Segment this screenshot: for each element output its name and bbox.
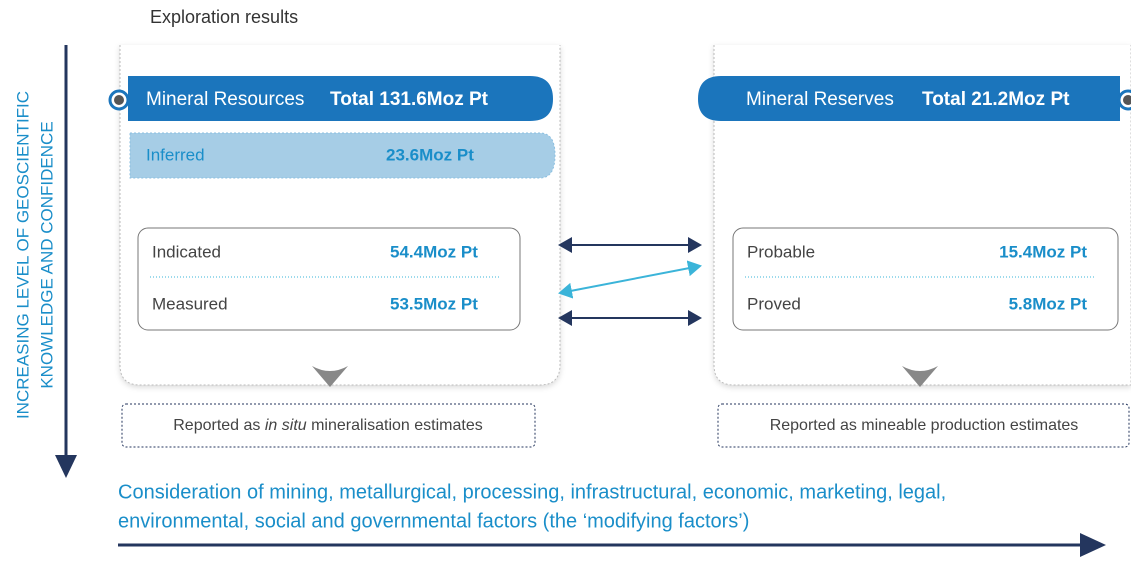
row-label: Proved: [747, 294, 801, 313]
link-arrow: [558, 260, 702, 299]
header-total: Total 21.2Moz Pt: [922, 89, 1070, 110]
row-value: 15.4Moz Pt: [999, 242, 1087, 261]
header-bar: [698, 76, 1120, 121]
header-label: Mineral Reserves: [746, 89, 894, 110]
arrow-head: [55, 455, 77, 478]
row-label: Probable: [747, 242, 815, 261]
row-value: 5.8Moz Pt: [1009, 294, 1088, 313]
section-title: Exploration results: [150, 7, 298, 27]
label-line: INCREASING LEVEL OF GEOSCIENTIFIC: [13, 91, 32, 419]
row-label: Measured: [152, 294, 228, 313]
arrow-head: [1080, 533, 1106, 557]
factors-line: Consideration of mining, metallurgical, …: [118, 481, 946, 503]
header-label: Mineral Resources: [146, 89, 304, 110]
down-arrow: [902, 366, 938, 387]
footer-text: Reported as in situ mineralisation estim…: [173, 417, 482, 434]
down-arrow: [312, 366, 348, 387]
footer-box: [717, 403, 1130, 448]
text-part: mineralisation estimates: [307, 417, 483, 434]
label-line: KNOWLEDGE AND CONFIDENCE: [37, 121, 56, 388]
factors-line: environmental, social and governmental f…: [118, 510, 749, 532]
row-label: Inferred: [146, 145, 205, 164]
box: [732, 227, 1119, 331]
row-label: Indicated: [152, 242, 221, 261]
dot: [1123, 95, 1131, 105]
text-part: Reported as: [173, 417, 265, 434]
header-bar: [128, 76, 553, 121]
row-value: 23.6Moz Pt: [386, 145, 474, 164]
box: [137, 227, 521, 331]
row-value: 54.4Moz Pt: [390, 242, 478, 261]
inferred-bar: [129, 132, 556, 179]
header-total: Total 131.6Moz Pt: [330, 89, 489, 110]
dot: [114, 95, 124, 105]
text-part: in situ: [265, 417, 307, 434]
row-value: 53.5Moz Pt: [390, 294, 478, 313]
footer-text: Reported as mineable production estimate…: [770, 417, 1079, 434]
footer-box: [121, 403, 536, 448]
vertical-label: INCREASING LEVEL OF GEOSCIENTIFIC KNOWLE…: [13, 91, 56, 419]
